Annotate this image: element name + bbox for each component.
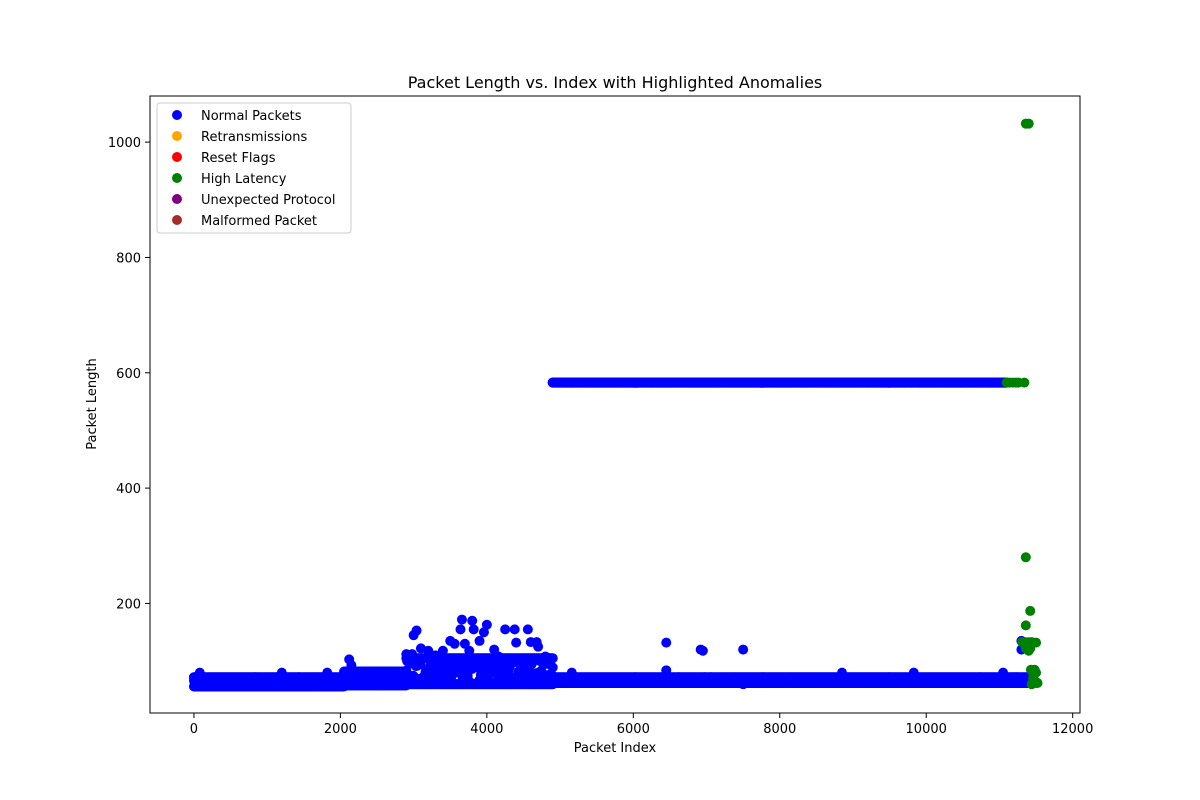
y-axis-label: Packet Length	[85, 358, 100, 450]
data-point	[449, 638, 460, 649]
point-band	[401, 653, 558, 690]
legend-marker	[172, 152, 182, 162]
legend-marker	[172, 194, 182, 204]
data-point	[467, 615, 478, 626]
data-point	[455, 624, 466, 635]
data-point	[474, 635, 485, 646]
data-point	[738, 644, 749, 655]
data-point	[908, 667, 919, 678]
y-axis: 200 400 600 800 1000	[108, 136, 150, 612]
data-point	[1025, 605, 1036, 616]
point-band	[547, 672, 1038, 689]
x-tick-label: 12000	[1052, 722, 1093, 737]
data-point	[500, 624, 511, 635]
data-point	[322, 667, 333, 678]
x-tick-label: 6000	[617, 722, 650, 737]
series-0	[188, 377, 1038, 692]
chart-title: Packet Length vs. Index with Highlighted…	[408, 73, 823, 92]
x-axis: 0 2000 4000 6000 8000 10000 12000	[190, 713, 1093, 737]
data-point	[511, 637, 522, 648]
data-point	[533, 641, 544, 652]
legend-label: Unexpected Protocol	[201, 193, 335, 208]
plot-area	[188, 118, 1043, 692]
data-point	[837, 667, 848, 678]
y-tick-label: 200	[116, 597, 141, 612]
data-point	[738, 679, 749, 690]
data-point	[456, 614, 467, 625]
data-point	[346, 660, 357, 671]
legend-label: Retransmissions	[201, 130, 307, 145]
data-point	[998, 667, 1009, 678]
data-point	[1025, 643, 1036, 654]
data-point	[661, 637, 672, 648]
data-point	[194, 667, 205, 678]
point-band	[188, 672, 350, 692]
legend-label: Malformed Packet	[201, 214, 317, 229]
point-band	[547, 377, 1012, 388]
data-point	[493, 651, 504, 662]
x-axis-label: Packet Index	[574, 741, 657, 756]
data-point	[464, 645, 475, 656]
data-point	[1020, 620, 1031, 631]
y-tick-label: 1000	[108, 136, 141, 151]
legend-box	[156, 102, 352, 234]
legend: Normal Packets Retransmissions Reset Flags…	[156, 102, 352, 234]
data-point	[478, 627, 489, 638]
legend-marker	[172, 173, 182, 183]
data-point	[504, 662, 515, 673]
data-point	[468, 624, 479, 635]
data-point	[423, 645, 434, 656]
legend-marker	[172, 215, 182, 225]
data-point	[522, 624, 533, 635]
legend-label: Normal Packets	[201, 109, 302, 124]
data-point	[1023, 118, 1034, 129]
legend-label: Reset Flags	[201, 151, 276, 166]
data-point	[547, 662, 558, 673]
data-point	[1019, 377, 1030, 388]
x-tick-label: 0	[190, 722, 198, 737]
plot-frame	[149, 95, 1081, 714]
x-tick-label: 10000	[906, 722, 947, 737]
data-point	[1020, 552, 1031, 563]
data-point	[430, 650, 441, 661]
data-point	[566, 667, 577, 678]
x-tick-label: 2000	[324, 722, 357, 737]
data-point	[357, 668, 368, 679]
data-point	[276, 667, 287, 678]
data-point	[407, 649, 418, 660]
x-tick-label: 8000	[763, 722, 796, 737]
y-tick-label: 800	[116, 251, 141, 266]
data-point	[364, 668, 375, 679]
legend-marker	[172, 110, 182, 120]
data-point	[544, 653, 555, 664]
legend-marker	[172, 131, 182, 141]
data-point	[411, 625, 422, 636]
series-3	[1001, 118, 1043, 690]
data-point	[1026, 679, 1037, 690]
y-tick-label: 400	[116, 482, 141, 497]
data-point	[697, 645, 708, 656]
data-point	[481, 619, 492, 630]
x-tick-label: 4000	[470, 722, 503, 737]
data-point	[661, 665, 672, 676]
legend-label: High Latency	[201, 172, 287, 187]
data-point	[437, 645, 448, 656]
data-point	[401, 665, 412, 676]
data-point	[509, 624, 520, 635]
point-band	[339, 666, 412, 691]
data-points	[188, 118, 1043, 692]
y-tick-label: 600	[116, 367, 141, 382]
